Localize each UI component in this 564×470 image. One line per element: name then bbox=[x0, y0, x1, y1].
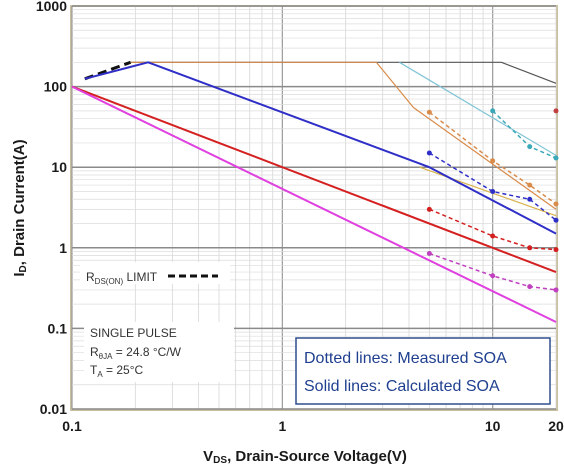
grid bbox=[71, 5, 557, 410]
y-tick-label: 100 bbox=[44, 79, 68, 95]
series-solid-line-4 bbox=[419, 166, 557, 217]
legend-entry-calculated: Solid lines: Calculated SOA bbox=[304, 378, 500, 395]
y-tick-label: 0.1 bbox=[48, 320, 68, 336]
rds-limit-label: RDS(ON) LIMIT bbox=[86, 270, 158, 286]
rds-limit-annotation: RDS(ON) LIMIT bbox=[80, 262, 230, 286]
measured-point bbox=[490, 158, 496, 164]
measured-point bbox=[527, 182, 533, 188]
measured-point bbox=[490, 233, 496, 239]
series-solid-line-3 bbox=[130, 61, 557, 210]
measured-point bbox=[426, 250, 432, 256]
series-dotted-line-11 bbox=[429, 152, 557, 221]
measured-point bbox=[426, 206, 432, 212]
measured-point bbox=[527, 196, 533, 202]
series-solid-line-2 bbox=[399, 61, 557, 156]
y-axis-ticks: 0.01 0.1 1 10 100 1000 bbox=[36, 0, 67, 417]
measured-point bbox=[553, 247, 559, 253]
series-solid-line-5 bbox=[84, 61, 557, 235]
series-dotted-line-12 bbox=[429, 208, 557, 251]
measured-point bbox=[553, 287, 559, 293]
measured-point bbox=[553, 217, 559, 223]
legend-box bbox=[295, 337, 551, 405]
y-axis-title: ID, Drain Current(A) bbox=[11, 139, 29, 276]
y-tick-label: 10 bbox=[51, 159, 67, 175]
legend: Dotted lines: Measured SOA Solid lines: … bbox=[295, 337, 551, 405]
x-tick-label: 0.1 bbox=[62, 418, 82, 434]
r-theta-label: RθJA = 24.8 °C/W bbox=[90, 345, 182, 361]
t-ambient-label: TA = 25°C bbox=[90, 363, 144, 379]
series-dotted-line-10 bbox=[428, 111, 557, 205]
measured-point bbox=[490, 188, 496, 194]
y-tick-label: 1000 bbox=[36, 0, 67, 14]
measured-point bbox=[553, 201, 559, 207]
series-layer bbox=[71, 60, 559, 323]
x-tick-label: 20 bbox=[548, 418, 564, 434]
series-solid-line-7 bbox=[71, 85, 557, 323]
x-axis-ticks: 0.1 1 10 20 bbox=[62, 418, 564, 434]
y-tick-label: 1 bbox=[59, 240, 67, 256]
measured-point bbox=[426, 109, 432, 115]
measured-point bbox=[553, 155, 559, 161]
y-tick-label: 0.01 bbox=[40, 401, 67, 417]
legend-entry-measured: Dotted lines: Measured SOA bbox=[304, 350, 507, 367]
x-tick-label: 1 bbox=[278, 418, 286, 434]
measured-point bbox=[426, 150, 432, 156]
conditions-annotation: SINGLE PULSE RθJA = 24.8 °C/W TA = 25°C bbox=[84, 322, 234, 382]
series-dotted-line-13 bbox=[429, 252, 557, 291]
x-axis-title: VDS, Drain-Source Voltage(V) bbox=[203, 448, 407, 466]
x-tick-label: 10 bbox=[485, 418, 501, 434]
measured-point bbox=[527, 245, 533, 251]
measured-point bbox=[490, 108, 496, 114]
measured-point bbox=[553, 108, 559, 114]
single-pulse-label: SINGLE PULSE bbox=[90, 326, 177, 340]
measured-point bbox=[527, 144, 533, 150]
measured-point bbox=[527, 284, 533, 290]
series-solid-line-6 bbox=[71, 85, 557, 274]
measured-point bbox=[490, 273, 496, 279]
